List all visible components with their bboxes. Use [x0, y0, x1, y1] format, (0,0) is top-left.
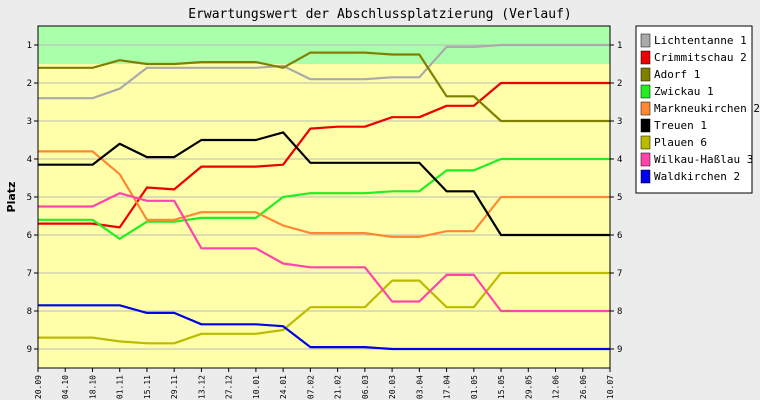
- y-tick-label-right: 9: [617, 345, 622, 355]
- legend-label-3: Zwickau 1: [654, 85, 714, 98]
- x-tick-label: 29.05: [524, 375, 533, 399]
- y-tick-label-left: 3: [27, 117, 32, 127]
- x-tick-label: 20.03: [388, 375, 397, 399]
- x-tick-label: 07.02: [306, 375, 315, 399]
- x-tick-label: 18.10: [88, 375, 97, 399]
- y-tick-label-left: 4: [27, 155, 32, 165]
- chart-title: Erwartungswert der Abschlussplatzierung …: [188, 7, 572, 22]
- series-line-3: [38, 157, 610, 240]
- legend-label-1: Crimmitschau 2: [654, 51, 747, 64]
- y-tick-label-left: 1: [27, 41, 32, 51]
- legend-swatch-4: [640, 101, 651, 116]
- series-line-6: [38, 271, 610, 345]
- y-tick-label-left: 5: [27, 193, 32, 203]
- series-line-1: [38, 81, 610, 229]
- y-tick-label-right: 2: [617, 79, 622, 89]
- y-tick-label-right: 6: [617, 231, 622, 241]
- legend-swatch-5: [640, 118, 651, 133]
- y-tick-label-left: 9: [27, 345, 32, 355]
- legend-label-6: Plauen 6: [654, 136, 707, 149]
- legend-swatch-7: [640, 152, 651, 167]
- plot-frame: [37, 25, 611, 369]
- legend-swatch-0: [640, 33, 651, 48]
- y-tick-label-right: 7: [617, 269, 622, 279]
- legend-swatch-2: [640, 67, 651, 82]
- series-line-8: [38, 304, 610, 351]
- x-tick-label: 01.05: [470, 375, 479, 399]
- legend-box: [635, 25, 753, 194]
- series-line-0: [38, 43, 610, 100]
- y-tick-label-left: 8: [27, 307, 32, 317]
- legend-swatch-1: [640, 50, 651, 65]
- y-axis-label: Platz: [5, 182, 18, 213]
- legend-swatch-6: [640, 135, 651, 150]
- y-tick-label-right: 5: [617, 193, 622, 203]
- x-tick-label: 24.01: [279, 375, 288, 399]
- x-tick-label: 10.07: [606, 375, 615, 399]
- legend-swatch-8: [640, 169, 651, 184]
- legend-label-7: Wilkau-Haßlau 3: [654, 153, 753, 166]
- y-tick-label-right: 4: [617, 155, 622, 165]
- legend-label-8: Waldkirchen 2: [654, 170, 740, 183]
- x-tick-label: 29.11: [170, 375, 179, 399]
- x-tick-label: 20.09: [34, 375, 43, 399]
- y-tick-label-left: 7: [27, 269, 32, 279]
- x-tick-label: 26.06: [579, 375, 588, 399]
- x-tick-label: 04.10: [61, 375, 70, 399]
- legend-label-5: Treuen 1: [654, 119, 707, 132]
- y-tick-label-right: 3: [617, 117, 622, 127]
- series-line-7: [38, 192, 610, 313]
- y-tick-label-left: 2: [27, 79, 32, 89]
- y-tick-label-right: 8: [617, 307, 622, 317]
- legend: Lichtentanne 1 Crimmitschau 2 Adorf 1 Zwick…: [635, 25, 760, 194]
- y-tick-label-right: 1: [617, 41, 622, 51]
- x-tick-label: 15.11: [143, 375, 152, 399]
- plot-area: 1 1 2 2 3 3 4 4 5 5 6 6 7 7 8 8 9 9 20.09 04.10 18.10 01.11 15…: [27, 25, 622, 399]
- legend-label-4: Markneukirchen 2: [654, 102, 760, 115]
- x-tick-label: 17.04: [443, 375, 452, 399]
- x-tick-label: 06.03: [361, 375, 370, 399]
- band-1: [38, 64, 610, 368]
- x-tick-label: 15.05: [497, 375, 506, 399]
- x-tick-label: 01.11: [116, 375, 125, 399]
- legend-swatch-3: [640, 84, 651, 99]
- legend-label-0: Lichtentanne 1: [654, 34, 747, 47]
- x-tick-label: 27.12: [225, 375, 234, 399]
- x-tick-label: 12.06: [552, 375, 561, 399]
- series-line-2: [38, 51, 610, 123]
- series-line-5: [38, 131, 610, 237]
- x-tick-label: 21.02: [334, 375, 343, 399]
- x-tick-label: 03.04: [415, 375, 424, 399]
- x-tick-label: 13.12: [197, 375, 206, 399]
- y-tick-label-left: 6: [27, 231, 32, 241]
- legend-label-2: Adorf 1: [654, 68, 700, 81]
- x-tick-label: 10.01: [252, 375, 261, 399]
